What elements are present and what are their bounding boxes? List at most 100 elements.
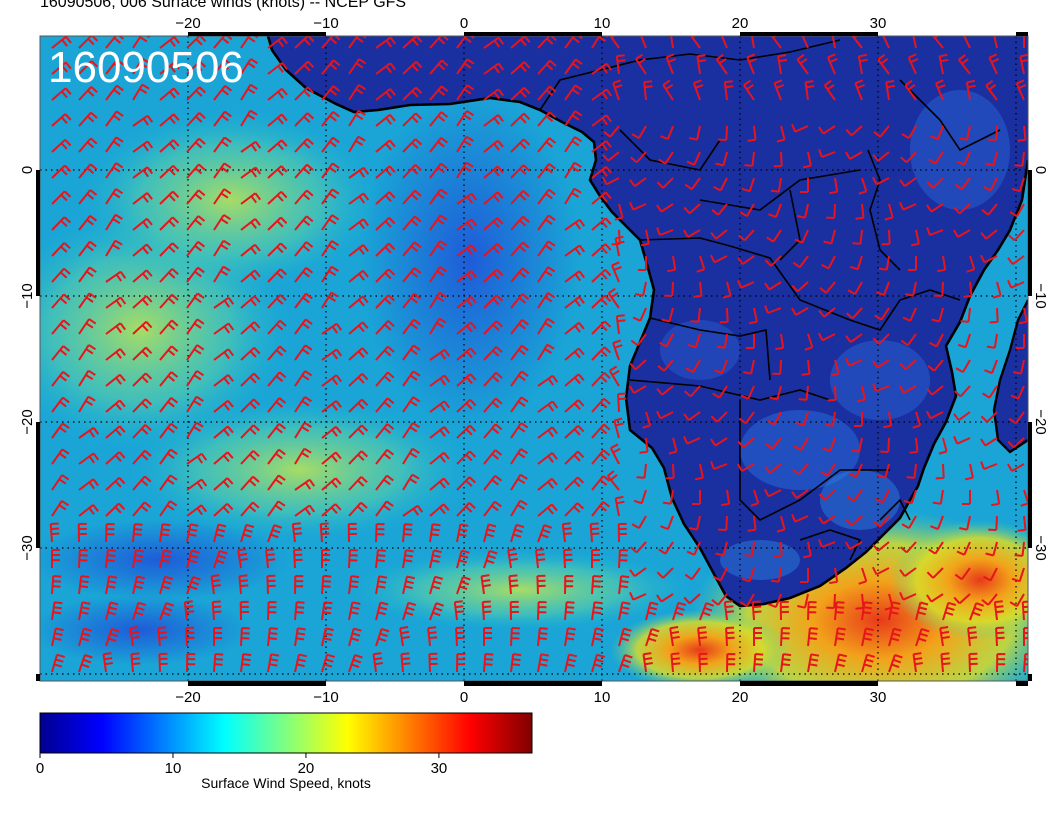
- wind-barb: [665, 53, 677, 75]
- wind-barb: [240, 192, 261, 205]
- wind-barb: [764, 463, 782, 474]
- wind-barb: [267, 474, 286, 491]
- wind-barb: [764, 488, 782, 498]
- wind-barb: [238, 574, 249, 595]
- wind-barb: [1007, 279, 1025, 289]
- wind-barb: [672, 601, 687, 621]
- wind-barb: [591, 217, 612, 231]
- wind-barb: [186, 112, 206, 127]
- wind-barb: [846, 307, 863, 320]
- wind-barb: [294, 478, 316, 491]
- wind-barb: [861, 653, 875, 673]
- wind-barb: [78, 478, 99, 491]
- wind-barb: [773, 541, 783, 558]
- wind-barb: [697, 626, 708, 647]
- wind-barb: [564, 424, 585, 439]
- wind-barb: [715, 53, 728, 75]
- wind-barb: [537, 452, 558, 465]
- land-shade: [720, 540, 800, 580]
- wind-barb: [639, 437, 649, 454]
- wind-barb: [713, 177, 728, 192]
- wind-barb: [267, 448, 286, 465]
- wind-barb: [831, 36, 836, 49]
- wind-barb: [453, 600, 465, 621]
- right-axis-segment: [1028, 674, 1032, 681]
- wind-barb: [1008, 411, 1025, 425]
- wind-barb: [321, 188, 340, 205]
- wind-barb: [564, 347, 585, 361]
- wind-barb: [536, 574, 546, 595]
- wind-barb: [591, 601, 603, 621]
- wind-barb: [873, 515, 890, 528]
- wind-barb: [726, 653, 736, 673]
- wind-barb: [429, 602, 445, 621]
- wind-barb: [402, 112, 423, 127]
- wind-barb: [321, 451, 342, 465]
- wind-barb: [1017, 515, 1027, 532]
- wind-barb: [186, 344, 205, 361]
- wind-barb: [1023, 627, 1028, 646]
- wind-barb: [872, 333, 890, 345]
- wind-barb: [954, 567, 971, 581]
- wind-barb: [872, 176, 890, 186]
- wind-barb: [929, 333, 944, 348]
- wind-barb: [375, 294, 395, 309]
- wind-barb: [698, 652, 708, 673]
- wind-barb: [773, 79, 785, 101]
- wind-barb: [456, 476, 476, 491]
- left-latitude-ticks: 0 −10 −20 −30: [19, 166, 36, 561]
- wind-barb: [629, 177, 647, 188]
- wind-barb: [1015, 79, 1027, 101]
- wind-barb: [78, 426, 100, 439]
- right-axis-segment: [1028, 422, 1032, 548]
- left-axis-segment: [36, 422, 40, 548]
- wind-barb: [51, 319, 71, 335]
- wind-barb: [78, 575, 90, 595]
- wind-barb: [1014, 151, 1025, 167]
- wind-barb: [776, 515, 786, 533]
- wind-barb: [483, 62, 505, 75]
- wind-barb: [294, 370, 313, 387]
- wind-barb: [455, 626, 465, 647]
- wind-barb: [267, 113, 288, 127]
- wind-barb: [132, 475, 152, 491]
- wind-barb: [658, 541, 674, 555]
- wind-barb: [267, 190, 288, 205]
- wind-barb: [237, 548, 248, 569]
- wind-barb: [847, 281, 863, 295]
- wind-barb: [564, 450, 585, 465]
- wind-barb: [739, 593, 755, 607]
- wind-barb: [645, 601, 659, 621]
- wind-barb: [591, 62, 613, 75]
- wind-barb: [1010, 385, 1025, 400]
- wind-barb: [186, 241, 206, 257]
- wind-barb: [129, 626, 140, 647]
- wind-barb: [938, 53, 949, 75]
- wind-barb: [802, 541, 812, 559]
- wind-barb: [926, 567, 944, 579]
- top-lon-tick-label: 30: [870, 15, 887, 32]
- wind-barb: [743, 79, 755, 101]
- wind-barb: [963, 36, 971, 49]
- wind-barb: [375, 88, 396, 101]
- wind-barb: [996, 653, 1006, 673]
- wind-barb: [602, 176, 620, 186]
- wind-barb: [105, 523, 115, 543]
- wind-barb: [267, 242, 288, 257]
- wind-barb: [402, 601, 417, 621]
- wind-barb: [78, 601, 91, 621]
- wind-barb: [267, 653, 280, 673]
- wind-barb: [690, 36, 701, 49]
- wind-barb: [348, 654, 363, 673]
- wind-barb: [456, 58, 475, 75]
- wind-barb: [874, 307, 890, 321]
- wind-barb: [962, 490, 971, 505]
- wind-barb: [614, 203, 624, 221]
- wind-barb: [739, 203, 755, 217]
- bottom-lon-tick-label: 30: [870, 689, 887, 706]
- wind-barb: [591, 653, 605, 673]
- wind-barb: [294, 163, 314, 179]
- map-field: 16090506: [40, 36, 1028, 681]
- wind-barb: [665, 463, 675, 480]
